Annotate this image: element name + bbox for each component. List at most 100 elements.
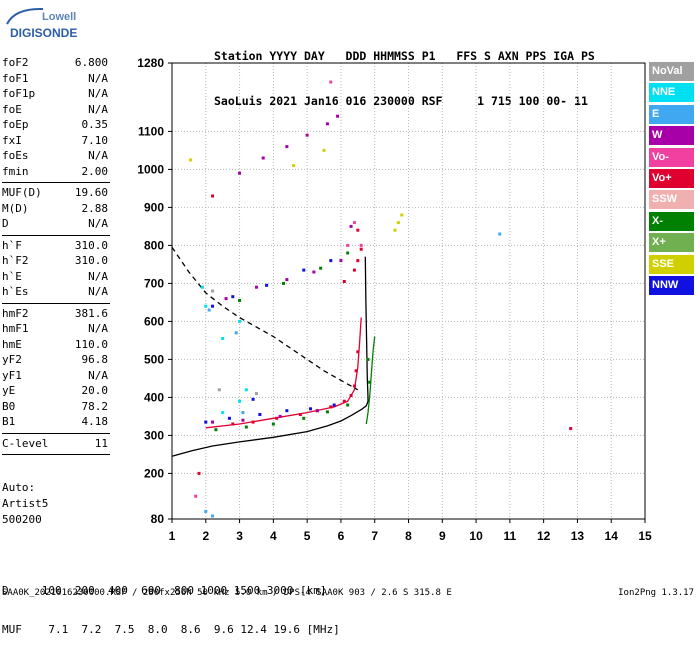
- data-point-sse: [396, 221, 400, 225]
- y-tick-label: 600: [144, 314, 164, 328]
- param-value: N/A: [88, 217, 108, 230]
- param-row: hmE 110.0: [2, 338, 110, 354]
- data-point-sse: [189, 158, 193, 162]
- data-point-sse: [393, 228, 397, 232]
- param-value: 2.88: [81, 201, 109, 215]
- param-row: MUF(D) 19.60: [2, 186, 110, 202]
- legend-item: SSE: [649, 254, 694, 274]
- param-value: N/A: [88, 322, 108, 335]
- param-value: 20.0: [81, 384, 109, 397]
- data-point-vo-pts: [359, 243, 363, 247]
- param-value: 0.35: [81, 118, 109, 131]
- data-point-nnw: [329, 259, 333, 263]
- y-tick-label: 1000: [137, 162, 164, 176]
- lowell-digisonde-logo: Lowell DIGISONDE: [4, 6, 78, 46]
- param-label: foF1p: [2, 87, 36, 100]
- param-label: foF2: [2, 56, 29, 69]
- param-divider: [2, 302, 110, 304]
- param-label: h`Es: [2, 285, 29, 298]
- x-tick-label: 10: [469, 529, 483, 543]
- legend-item: NNE: [649, 83, 694, 103]
- param-divider: [2, 454, 110, 455]
- y-tick-label: 1100: [138, 124, 164, 138]
- data-point-w: [349, 224, 353, 228]
- data-point-vo-: [275, 416, 279, 420]
- param-label: yF2: [2, 353, 22, 366]
- data-point-nnw: [285, 409, 289, 413]
- y-tick-label: 1280: [137, 56, 164, 70]
- data-point-w: [339, 259, 343, 263]
- data-point-vo-pts: [194, 494, 198, 498]
- param-row: fxI 7.10: [2, 134, 110, 150]
- data-point-nnw: [302, 268, 306, 272]
- param-row: foEp 0.35: [2, 118, 110, 134]
- series-line-profile-dashed: [171, 246, 359, 391]
- param-value: N/A: [88, 102, 108, 116]
- data-point-w: [315, 409, 319, 413]
- data-point-vo-: [298, 413, 302, 416]
- param-row: yE 20.0: [2, 384, 110, 400]
- data-point-w: [305, 133, 309, 137]
- data-point-vo-pts: [329, 80, 333, 84]
- data-point-x-: [281, 281, 285, 285]
- param-value: N/A: [88, 71, 108, 85]
- data-point-nnw: [227, 416, 231, 420]
- auto-version: 500200: [2, 513, 42, 526]
- data-point-nnw: [332, 403, 336, 407]
- data-point-sse: [292, 164, 296, 168]
- param-value: 96.8: [81, 353, 109, 366]
- data-point-w: [285, 145, 289, 149]
- param-label: h`F: [2, 238, 22, 252]
- logo-text-digisonde: DIGISONDE: [10, 26, 78, 40]
- muf-row: MUF 7.1 7.2 7.5 8.0 8.6 9.6 12.4 19.6 [M…: [2, 623, 340, 636]
- param-row: foEs N/A: [2, 149, 110, 165]
- data-point-vo-: [356, 350, 360, 354]
- param-row: C-level 11: [2, 437, 110, 453]
- data-point-vo-: [352, 384, 356, 388]
- param-label: D: [2, 217, 9, 230]
- data-point-vo-: [329, 405, 333, 409]
- data-point-x-: [244, 425, 248, 429]
- data-point-nnw: [251, 397, 255, 401]
- x-tick-label: 7: [371, 529, 378, 543]
- data-point-nne: [244, 388, 248, 392]
- param-row: M(D) 2.88: [2, 202, 110, 218]
- param-value: 78.2: [81, 399, 109, 413]
- station-header: Station YYYY DAY DDD HHMMSS P1 FFS S AXN…: [214, 19, 595, 124]
- x-tick-label: 13: [571, 529, 585, 543]
- y-tick-label: 400: [144, 390, 164, 404]
- data-point-vo-: [359, 247, 363, 251]
- param-row: fmin 2.00: [2, 165, 110, 181]
- param-label: hmE: [2, 337, 22, 351]
- data-point-w: [325, 122, 329, 126]
- data-point-x-: [319, 266, 323, 270]
- data-point-vo-: [231, 422, 235, 426]
- param-label: B1: [2, 415, 16, 428]
- param-row: yF1 N/A: [2, 369, 110, 385]
- y-tick-label: 800: [144, 238, 164, 252]
- param-row: D N/A: [2, 217, 110, 233]
- data-point-x-: [346, 403, 350, 407]
- param-divider: [2, 432, 110, 434]
- auto-label: Auto:: [2, 481, 36, 494]
- x-tick-label: 4: [270, 529, 277, 543]
- data-point-vo-pts: [352, 221, 356, 225]
- param-label: hmF2: [2, 306, 29, 320]
- series-line-vo-: [205, 317, 362, 429]
- data-point-vo-: [356, 228, 360, 232]
- data-point-w: [261, 156, 265, 160]
- param-row: h`E N/A: [2, 270, 110, 286]
- legend-item: X+: [649, 233, 694, 253]
- param-row: foE N/A: [2, 103, 110, 119]
- series-line-profile: [171, 256, 369, 457]
- y-tick-label: 80: [151, 512, 165, 526]
- x-tick-label: 6: [338, 529, 345, 543]
- param-row: hmF2 381.6: [2, 307, 110, 323]
- x-tick-label: 1: [169, 529, 176, 543]
- data-point-vo-: [342, 399, 346, 403]
- data-point-x-: [325, 410, 329, 414]
- param-value: 11: [94, 436, 108, 450]
- param-row: foF1 N/A: [2, 72, 110, 88]
- data-point-nnw: [258, 413, 262, 416]
- data-point-vo-: [342, 280, 346, 283]
